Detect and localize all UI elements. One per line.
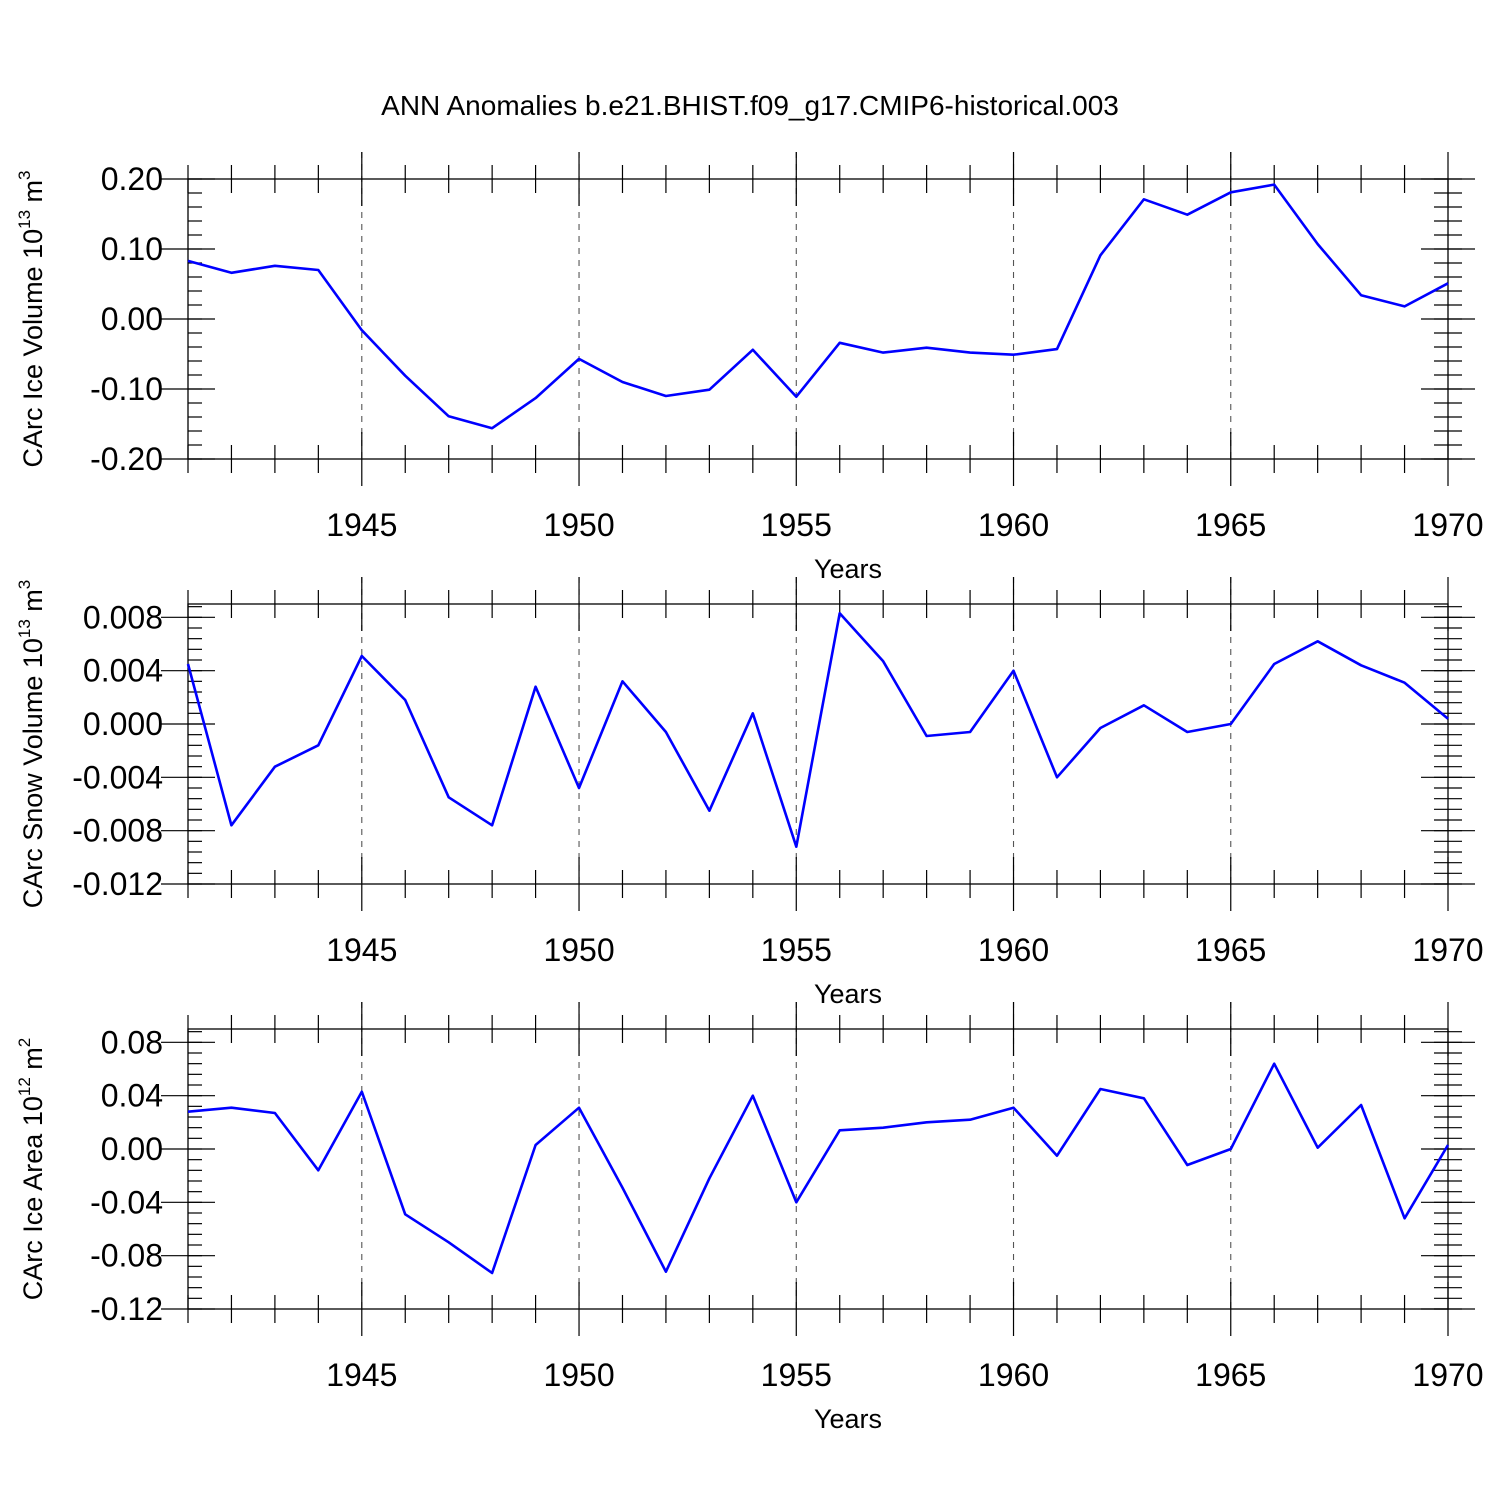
y-tick-label: 0.08	[101, 1024, 163, 1060]
y-tick-label: -0.012	[72, 866, 163, 902]
y-tick-label: 0.20	[101, 161, 163, 197]
y-tick-label: 0.00	[101, 1131, 163, 1167]
panels: 0.20 0.10 0.00 -0.10 -0.20 1945 1950 1955 1960 19…	[15, 152, 1484, 1434]
panel-3: 0.08 0.04 0.00 -0.04 -0.08 -0.12 1945 1950 1955 1…	[15, 1002, 1484, 1434]
x-tick-label: 1970	[1412, 1357, 1483, 1393]
x-tick-label: 1945	[326, 932, 397, 968]
plot-frame	[187, 603, 1449, 885]
x-tick-label: 1965	[1195, 507, 1266, 543]
x-tick-label: 1955	[761, 1357, 832, 1393]
y-tick-label: 0.00	[101, 301, 163, 337]
x-tick-label: 1960	[978, 932, 1049, 968]
y-tick-label: 0.000	[83, 706, 163, 742]
x-tick-label: 1955	[761, 932, 832, 968]
series-line	[186, 611, 1449, 849]
x-tick-label: 1970	[1412, 932, 1483, 968]
series-line	[187, 1062, 1450, 1275]
x-tick-label: 1965	[1195, 932, 1266, 968]
y-tick-label: 0.004	[83, 653, 163, 689]
x-axis-title: Years	[814, 1404, 882, 1434]
figure-title: ANN Anomalies b.e21.BHIST.f09_g17.CMIP6-…	[381, 90, 1119, 121]
x-tick-label: 1950	[543, 932, 614, 968]
x-tick-label: 1945	[326, 507, 397, 543]
y-axis-title: CArc Ice Volume 1013 m3	[15, 170, 48, 467]
x-tick-label: 1945	[326, 1357, 397, 1393]
y-tick-label: -0.04	[90, 1184, 163, 1220]
plot-frame	[187, 178, 1449, 460]
panel-1: 0.20 0.10 0.00 -0.10 -0.20 1945 1950 1955 1960 19…	[15, 152, 1484, 584]
x-tick-label: 1960	[978, 507, 1049, 543]
x-tick-label: 1965	[1195, 1357, 1266, 1393]
y-tick-label: 0.10	[101, 231, 163, 267]
y-tick-label: -0.008	[72, 813, 163, 849]
y-axis-title: CArc Snow Volume 1013 m3	[15, 580, 48, 909]
x-tick-label: 1970	[1412, 507, 1483, 543]
y-tick-label: -0.10	[90, 371, 163, 407]
y-tick-label: -0.12	[90, 1291, 163, 1327]
panel-2: 0.008 0.004 0.000 -0.004 -0.008 -0.012 1945 195…	[15, 577, 1484, 1009]
y-axis-title: CArc Ice Area 1012 m2	[15, 1038, 48, 1301]
y-tick-label: 0.04	[101, 1078, 163, 1114]
y-tick-label: -0.004	[72, 759, 163, 795]
x-axis-title: Years	[814, 554, 882, 584]
x-tick-label: 1950	[543, 1357, 614, 1393]
x-tick-label: 1960	[978, 1357, 1049, 1393]
x-tick-label: 1955	[761, 507, 832, 543]
series-line	[187, 183, 1449, 430]
y-tick-label: -0.08	[90, 1238, 163, 1274]
x-axis-title: Years	[814, 979, 882, 1009]
plot-frame	[187, 1028, 1449, 1310]
y-tick-label: 0.008	[83, 599, 163, 635]
x-tick-label: 1950	[543, 507, 614, 543]
y-tick-label: -0.20	[90, 441, 163, 477]
